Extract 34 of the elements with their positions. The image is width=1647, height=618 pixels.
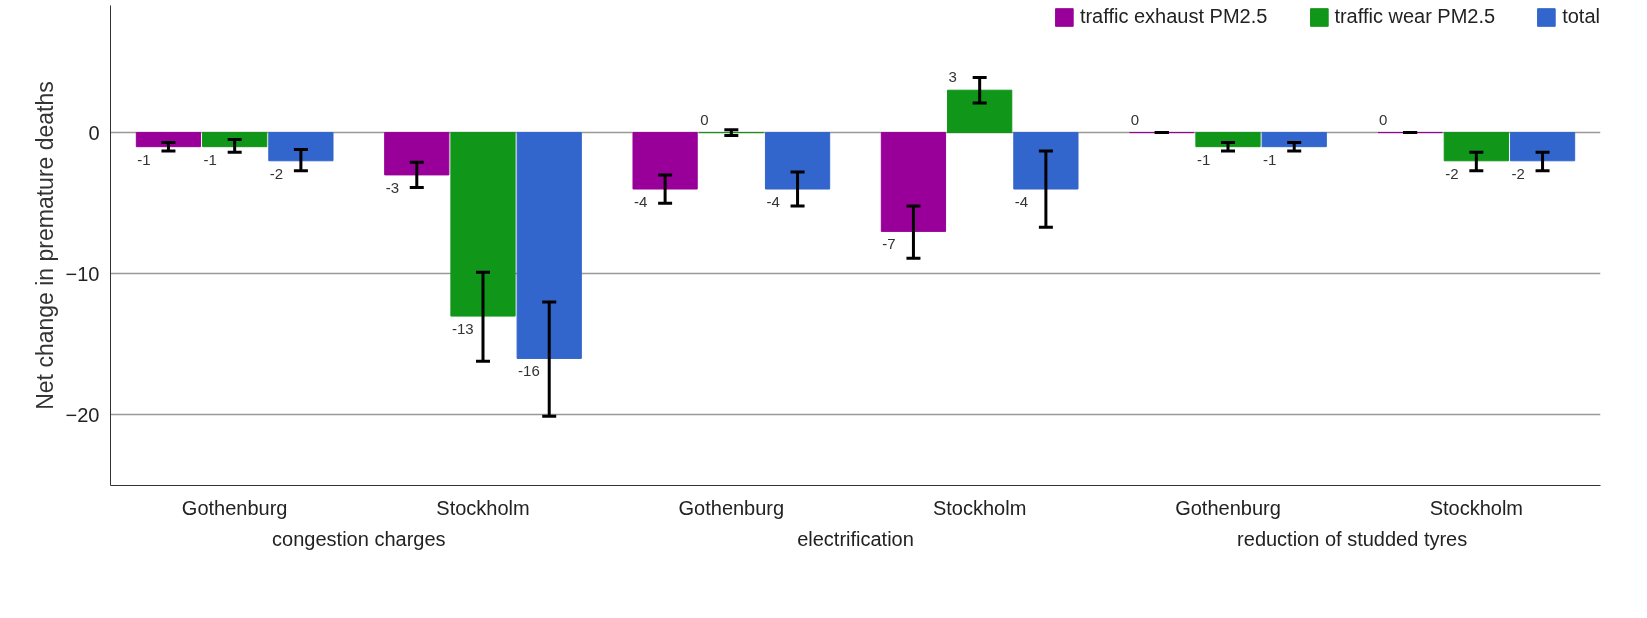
data-label: 0 (1130, 110, 1140, 128)
y-tick-label: −20 (65, 403, 100, 426)
data-label: -2 (1445, 164, 1459, 182)
data-label: -4 (634, 193, 648, 211)
text: electrification (797, 527, 914, 550)
data-label: -1 (203, 150, 217, 168)
data-label: -3 (385, 178, 400, 196)
data-label: -1 (137, 150, 151, 168)
data-label: -2 (269, 164, 284, 182)
text: congestion charges (272, 527, 446, 550)
data-label: -7 (882, 235, 896, 253)
x-tick-label: Stockholm (1429, 496, 1524, 519)
legend-label: traffic wear PM2.5 (1334, 5, 1496, 28)
data-label: -2 (1511, 164, 1525, 182)
data-label: -4 (766, 193, 780, 211)
data-label: -1 (1263, 150, 1277, 168)
data-label: 3 (948, 68, 957, 86)
x-tick-label: Gothenburg (1175, 496, 1281, 519)
data-label: -1 (1196, 150, 1211, 168)
data-label: 0 (1379, 110, 1388, 128)
text: reduction of studded tyres (1237, 527, 1468, 550)
x-tick-label: Stockholm (932, 496, 1027, 519)
legend-label: total (1562, 5, 1600, 28)
data-label: -16 (518, 362, 540, 380)
data-label: 0 (700, 110, 709, 128)
y-axis-title: Net change in premature deaths (31, 81, 58, 410)
data-label: -13 (451, 320, 474, 338)
x-tick-label: Gothenburg (678, 496, 785, 519)
x-tick-label: Gothenburg (181, 496, 288, 519)
data-label: -4 (1014, 193, 1029, 211)
legend-label: traffic exhaust PM2.5 (1079, 5, 1268, 28)
x-tick-label: Stockholm (436, 496, 530, 519)
y-tick-label: 0 (88, 121, 100, 144)
y-tick-label: −10 (65, 262, 100, 285)
